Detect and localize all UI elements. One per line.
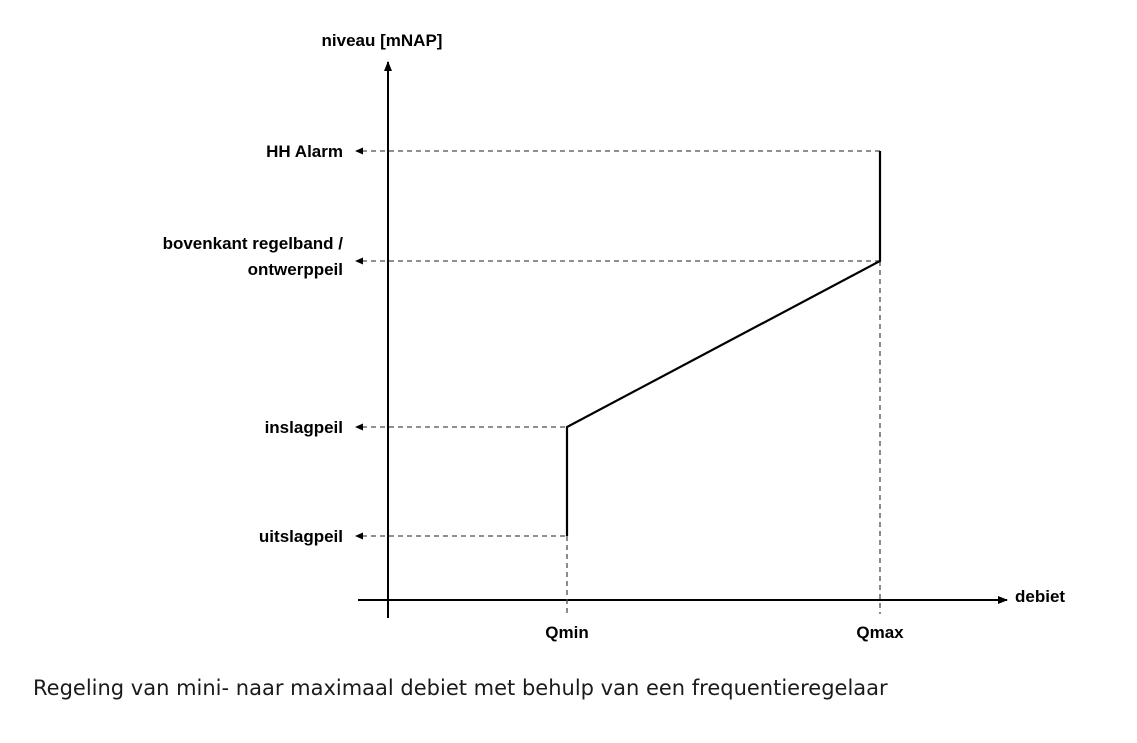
label-inslagpeil: inslagpeil xyxy=(265,418,343,437)
label-bovenkant-line1: bovenkant regelband / xyxy=(163,234,344,253)
control-curve xyxy=(565,151,882,536)
label-hh-alarm: HH Alarm xyxy=(266,142,343,161)
label-qmax: Qmax xyxy=(856,623,904,642)
arrow-bovenkant xyxy=(355,257,363,265)
arrow-inslagpeil xyxy=(355,423,363,431)
arrow-uitslagpeil xyxy=(355,532,363,540)
label-uitslagpeil: uitslagpeil xyxy=(259,527,343,546)
label-qmin: Qmin xyxy=(545,623,588,642)
y-axis-label: niveau [mNAP] xyxy=(322,31,443,50)
x-axis-label: debiet xyxy=(1015,587,1065,606)
label-bovenkant-line2: ontwerppeil xyxy=(248,260,343,279)
arrow-hh-alarm xyxy=(355,147,363,155)
figure-caption: Regeling van mini- naar maximaal debiet … xyxy=(33,676,888,700)
